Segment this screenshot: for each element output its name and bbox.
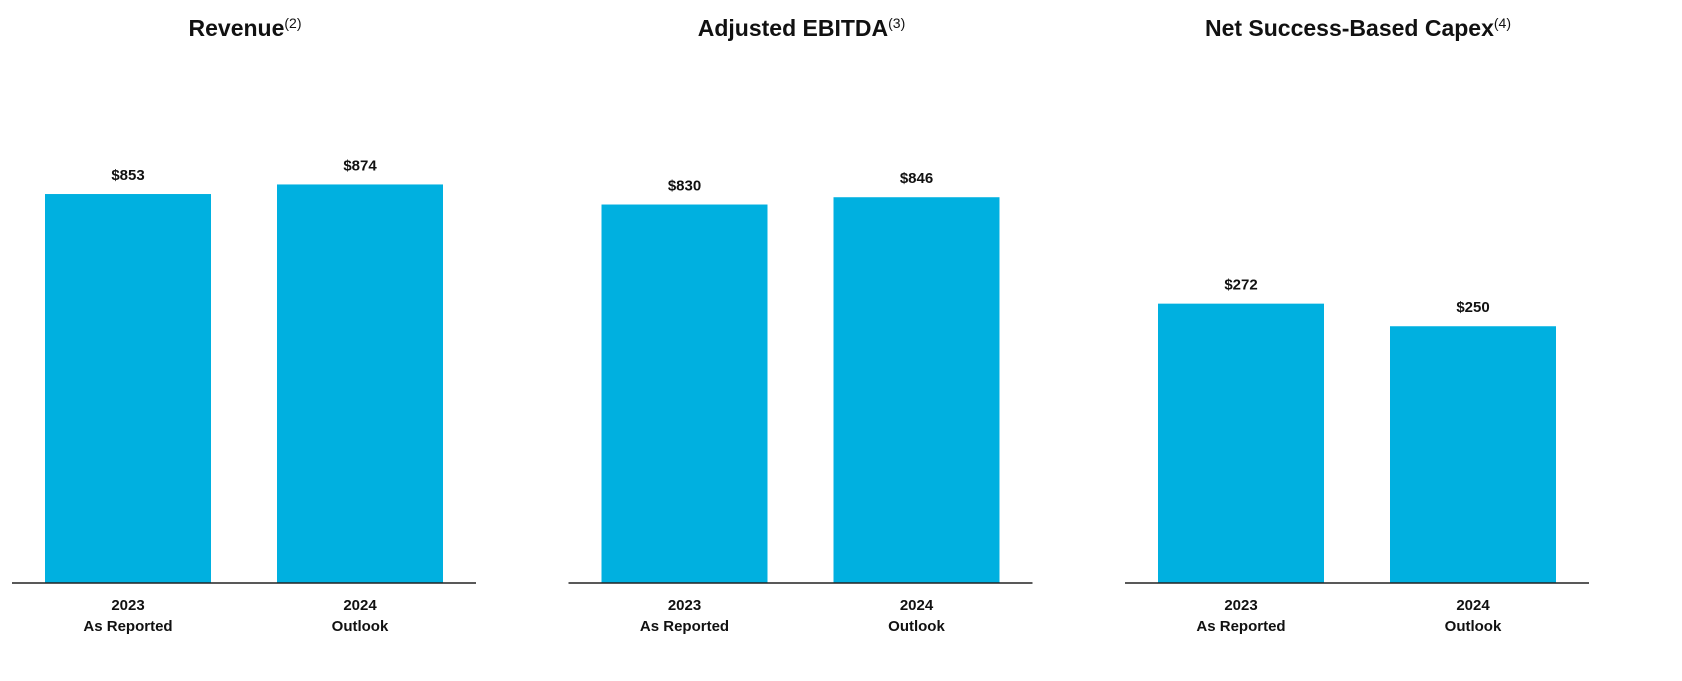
x-tick-label: 2023 <box>1224 597 1257 614</box>
value-label: $830 <box>668 177 701 194</box>
chart-title: Revenue(2) <box>189 15 302 41</box>
chart: Net Success-Based Capex(4) $272 2023 As Rep… <box>1125 15 1589 635</box>
value-label: $846 <box>900 170 933 187</box>
bar <box>45 194 211 584</box>
x-tick-label: 2024 <box>900 597 934 614</box>
bar <box>277 184 443 583</box>
x-tick-label: As Reported <box>1196 618 1285 635</box>
title-text: Net Success-Based Capex <box>1205 15 1494 41</box>
title-text: Revenue <box>189 15 285 41</box>
chart-title: Net Success-Based Capex(4) <box>1205 15 1511 41</box>
x-tick-label: 2024 <box>343 597 377 614</box>
value-label: $272 <box>1224 277 1257 294</box>
chart-title: Adjusted EBITDA(3) <box>698 15 906 41</box>
chart: Adjusted EBITDA(3) $830 2023 As Reported $84… <box>568 15 1033 635</box>
bar <box>601 204 768 583</box>
x-tick-label: Outlook <box>888 618 945 635</box>
value-label: $250 <box>1456 299 1489 316</box>
value-label: $853 <box>111 167 144 184</box>
x-tick-label: 2023 <box>668 597 701 614</box>
title-text: Adjusted EBITDA <box>698 15 888 41</box>
title-note: (3) <box>888 15 905 31</box>
bar <box>833 197 1000 583</box>
chart: Revenue(2) $853 2023 As Reported $874 2024 Out… <box>12 15 476 635</box>
x-tick-label: As Reported <box>83 618 172 635</box>
title-note: (4) <box>1494 15 1511 31</box>
x-tick-label: 2024 <box>1456 597 1490 614</box>
x-tick-label: 2023 <box>111 597 144 614</box>
title-note: (2) <box>284 15 301 31</box>
x-tick-label: Outlook <box>1445 618 1502 635</box>
x-tick-label: Outlook <box>332 618 389 635</box>
bar <box>1158 303 1324 583</box>
value-label: $874 <box>343 157 377 174</box>
x-tick-label: As Reported <box>640 618 729 635</box>
bar <box>1390 326 1556 583</box>
